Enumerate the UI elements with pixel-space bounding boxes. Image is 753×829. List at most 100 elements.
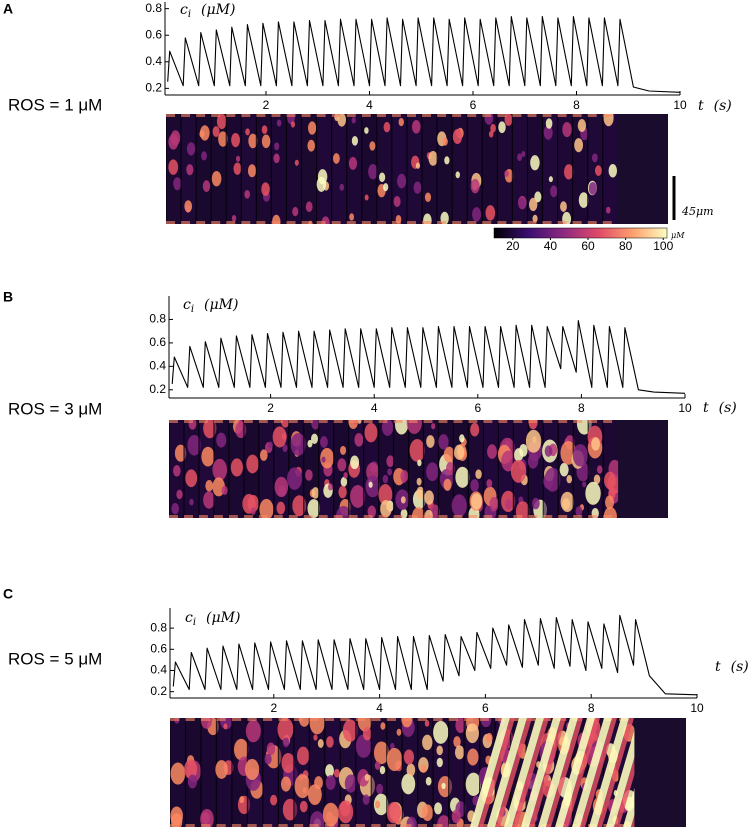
kymo-spot	[322, 802, 339, 827]
kymo-edge-top	[437, 114, 447, 117]
kymo-spot	[274, 476, 289, 498]
kymo-spot	[270, 794, 278, 806]
kymo-spot	[395, 420, 409, 435]
kymo-spot	[470, 178, 480, 194]
kymo-edge-top	[185, 718, 195, 721]
kymo-spot	[362, 794, 370, 805]
kymo-spot	[245, 719, 261, 743]
kymo-spot	[365, 475, 381, 498]
kymo-edge-bottom	[231, 824, 242, 827]
kymo-spot	[280, 420, 290, 428]
kymo-spot	[411, 119, 421, 134]
kymo-spot	[326, 736, 334, 748]
kymo-spot	[245, 128, 250, 136]
kymo-spot	[245, 758, 260, 781]
kymo-spot	[472, 207, 482, 222]
kymo-spot	[216, 432, 227, 448]
kymo-spot	[309, 718, 325, 735]
kymo-edge-top	[211, 114, 221, 117]
kymo-edge-bottom	[301, 221, 311, 224]
kymo-spot	[317, 739, 324, 748]
kymo-edge-top	[293, 718, 304, 721]
kymo-spot	[528, 197, 538, 212]
kymo-spot	[440, 211, 449, 224]
kymo-spot	[170, 806, 183, 826]
kymo-spot	[337, 114, 347, 127]
colorbar-tick-label: 80	[619, 239, 633, 253]
kymo-spot	[313, 734, 318, 741]
kymo-edge-top	[423, 420, 433, 423]
kymo-edge-top	[301, 114, 311, 117]
kymo-spot	[309, 811, 325, 827]
kymo-edge-bottom	[318, 515, 328, 518]
kymo-spot	[459, 434, 465, 443]
kymo-edge-bottom	[468, 515, 478, 518]
kymo-edge-top	[402, 718, 412, 721]
condition-label: ROS = 5 μM	[8, 649, 102, 668]
kymo-spot	[333, 768, 340, 778]
kymo-spot	[264, 753, 272, 765]
kymo-spot	[386, 801, 402, 824]
panel-letter: C	[3, 586, 13, 602]
kymo-edge-top	[243, 420, 253, 423]
kymo-edge-bottom	[587, 221, 597, 224]
kymo-spot	[186, 142, 196, 156]
kymo-spot	[184, 200, 193, 213]
kymo-edge-bottom	[437, 221, 447, 224]
kymograph	[170, 718, 686, 827]
kymo-spot	[274, 142, 280, 151]
y-tick-label: 0.2	[145, 81, 162, 95]
kymo-spot	[397, 173, 407, 189]
kymo-edge-bottom	[483, 515, 493, 518]
kymo-strip	[497, 114, 513, 224]
kymo-spot	[218, 131, 228, 147]
kymo-edge-top	[558, 420, 568, 423]
kymo-spot	[387, 468, 393, 476]
kymo-edge-top	[408, 420, 418, 423]
kymo-edge-top	[355, 718, 366, 721]
kymo-spot	[422, 734, 433, 751]
kymo-edge-bottom	[482, 221, 492, 224]
kymo-spot	[340, 445, 347, 455]
kymo-spot	[311, 433, 318, 445]
y-tick-label: 0.4	[145, 54, 162, 68]
x-axis-label: t (s)	[715, 659, 749, 675]
kymo-spot	[396, 728, 402, 736]
kymo-edge-bottom	[588, 515, 598, 518]
kymo-spot	[325, 775, 336, 790]
kymo-spot	[311, 487, 320, 499]
kymo-spot	[490, 123, 496, 133]
x-tick-label: 4	[366, 98, 373, 112]
kymo-edge-top	[543, 420, 553, 423]
kymo-spot	[367, 505, 376, 518]
kymo-edge-top	[452, 114, 462, 117]
kymo-spot	[545, 118, 553, 129]
kymo-spot	[591, 153, 598, 163]
kymo-edge-top	[573, 420, 583, 423]
kymo-edge-top	[256, 114, 266, 117]
kymo-spot	[373, 793, 389, 816]
kymo-edge-bottom	[243, 515, 253, 518]
kymo-spot	[588, 181, 597, 195]
kymo-wave	[504, 718, 544, 827]
kymo-edge-top	[361, 114, 371, 117]
kymo-edge-bottom	[262, 824, 273, 827]
kymo-edge-top	[303, 420, 313, 423]
kymo-edge-bottom	[527, 221, 537, 224]
kymo-strip	[433, 718, 449, 827]
kymo-edge-top	[247, 718, 257, 721]
kymograph	[166, 114, 668, 224]
kymo-spot	[203, 491, 215, 509]
kymo-spot	[325, 764, 334, 778]
kymo-spot	[307, 439, 313, 448]
kymo-spot	[577, 118, 586, 132]
colorbar-tick-label: 20	[506, 239, 520, 253]
y-tick-label: 0.8	[149, 312, 166, 326]
y-tick-label: 0.8	[150, 620, 167, 634]
kymo-spot	[235, 155, 241, 162]
kymo-spot	[591, 437, 601, 451]
kymo-edge-bottom	[170, 824, 180, 827]
kymo-spot	[173, 177, 182, 191]
y-tick-label: 0.4	[149, 359, 166, 373]
kymo-edge-top	[479, 718, 489, 721]
